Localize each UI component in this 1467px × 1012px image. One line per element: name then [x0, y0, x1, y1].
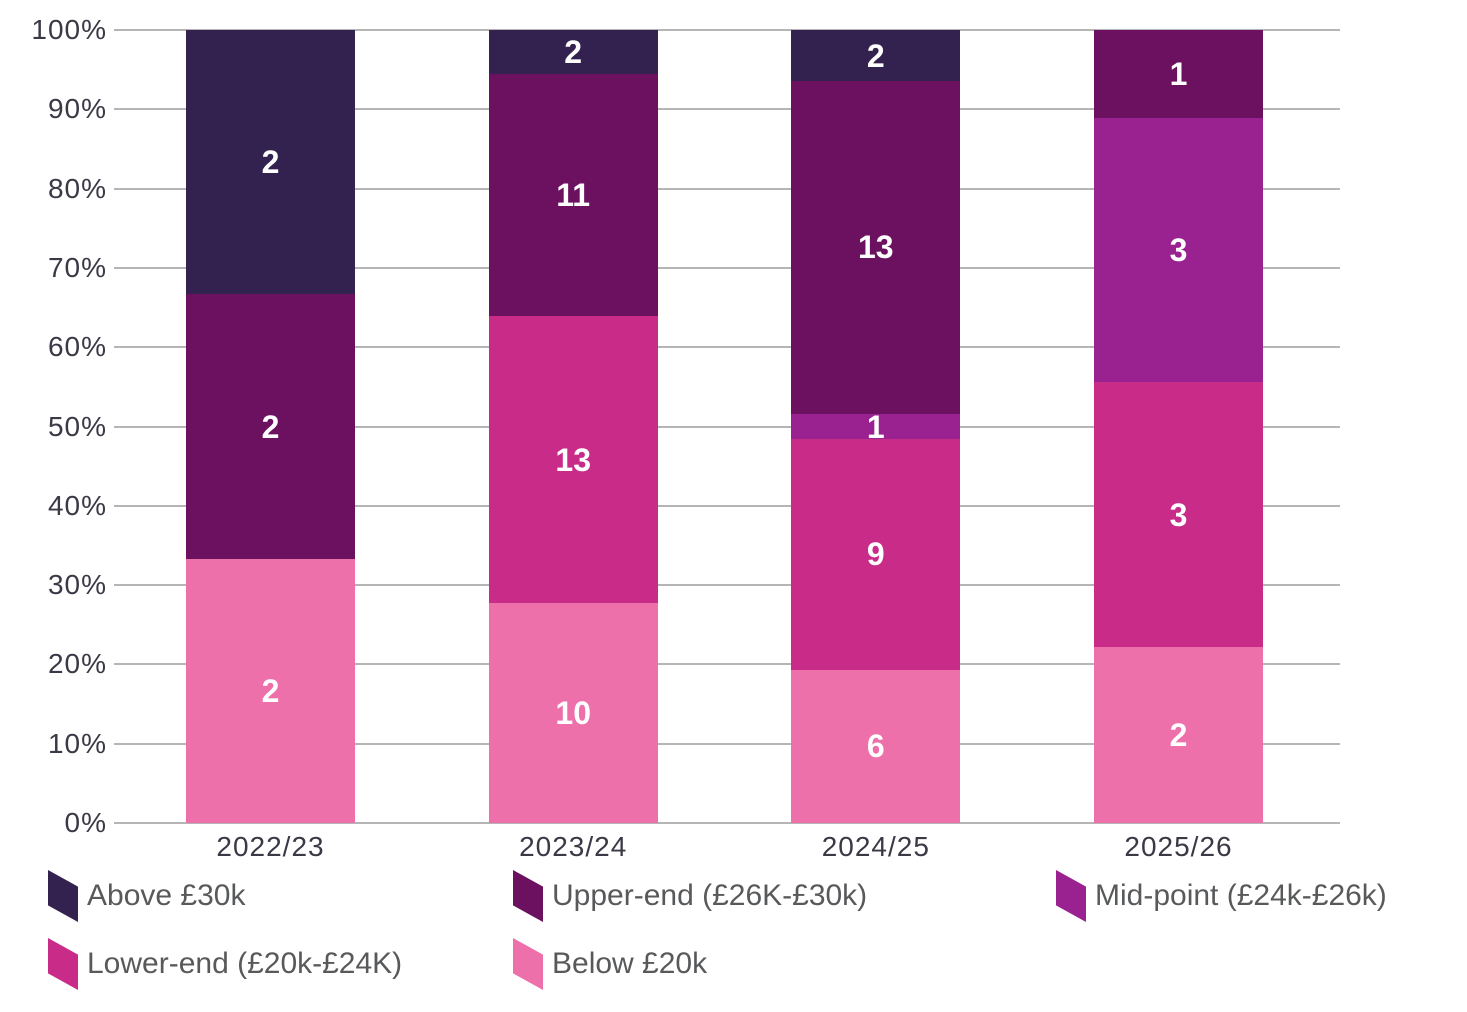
- legend-swatch-icon: [513, 938, 543, 990]
- legend-swatch-icon: [1056, 870, 1086, 922]
- gridline-90%: [114, 108, 1340, 111]
- y-axis-tick-label: 90%: [47, 93, 107, 125]
- legend-label: Below £20k: [552, 947, 708, 980]
- bar-2023-24: 10 13 11 2: [488, 30, 658, 823]
- y-axis-tick-label: 100%: [31, 14, 107, 45]
- plot-area: 2 2 2 10 13 11 2 6 9 1 13 2 2 3 3 1: [114, 29, 1340, 824]
- bar-segment: 2: [186, 294, 355, 559]
- y-axis-tick-label: 10%: [47, 727, 107, 759]
- bar-segment: 13: [791, 81, 961, 414]
- bar-segment: 2: [186, 558, 355, 823]
- bar-segment: 10: [488, 602, 658, 823]
- x-axis-category-label: 2024/25: [821, 831, 930, 862]
- y-axis-tick-label: 20%: [47, 648, 107, 680]
- y-axis-tick-label: 70%: [47, 251, 107, 283]
- legend-label: Upper-end (£26K-£30k): [552, 879, 868, 912]
- bar-2024-25: 6 9 1 13 2: [791, 30, 961, 823]
- legend-item: Mid-point (£24k-£26k): [1056, 870, 1448, 922]
- bar-segment: 1: [1094, 30, 1263, 119]
- bar-segment: 13: [488, 316, 658, 603]
- y-axis-tick-label: 60%: [47, 331, 107, 363]
- legend-label: Mid-point (£24k-£26k): [1095, 879, 1387, 912]
- y-axis-tick-label: 0%: [64, 807, 107, 838]
- x-axis-category-label: 2025/26: [1124, 831, 1233, 862]
- gridline-40%: [114, 504, 1340, 507]
- legend-label: Above £30k: [87, 879, 246, 912]
- legend-label: Lower-end (£20k-£24K): [87, 947, 403, 980]
- x-axis-category-label: 2022/23: [216, 831, 325, 862]
- gridline-80%: [114, 187, 1340, 190]
- bar-segment: 2: [1094, 646, 1263, 823]
- bar-segment: 3: [1094, 382, 1263, 647]
- gridline-60%: [114, 346, 1340, 349]
- gridline-20%: [114, 663, 1340, 666]
- y-axis-tick-label: 30%: [47, 569, 107, 601]
- gridline-30%: [114, 584, 1340, 587]
- gridline-10%: [114, 742, 1340, 745]
- y-axis-tick-label: 40%: [47, 489, 107, 521]
- legend-item: Upper-end (£26K-£30k): [513, 870, 1056, 922]
- bar-segment: 1: [791, 411, 961, 443]
- y-axis-tick-label: 50%: [47, 410, 107, 442]
- gridline-70%: [114, 266, 1340, 269]
- bar-segment: 3: [1094, 118, 1263, 383]
- legend-swatch-icon: [48, 938, 78, 990]
- legend-item: Above £30k: [48, 870, 513, 922]
- bar-segment: 2: [791, 30, 961, 82]
- legend-swatch-icon: [48, 870, 78, 922]
- bar-segment: 9: [791, 439, 961, 670]
- bar-segment: 6: [791, 669, 961, 823]
- y-axis-tick-label: 80%: [47, 172, 107, 204]
- gridline-0%: [114, 822, 1340, 824]
- gridline-100%: [114, 29, 1340, 31]
- legend-item: Lower-end (£20k-£24K): [48, 938, 513, 990]
- legend-item: Below £20k: [513, 938, 1056, 990]
- chart-legend: Above £30k Upper-end (£26K-£30k) Mid-point…: [48, 870, 1448, 990]
- legend-swatch-icon: [513, 870, 543, 922]
- bar-segment: 11: [488, 74, 658, 317]
- gridline-50%: [114, 425, 1340, 428]
- x-axis-category-label: 2023/24: [519, 831, 628, 862]
- bar-segment: 2: [186, 30, 355, 295]
- bar-segment: 2: [488, 30, 658, 75]
